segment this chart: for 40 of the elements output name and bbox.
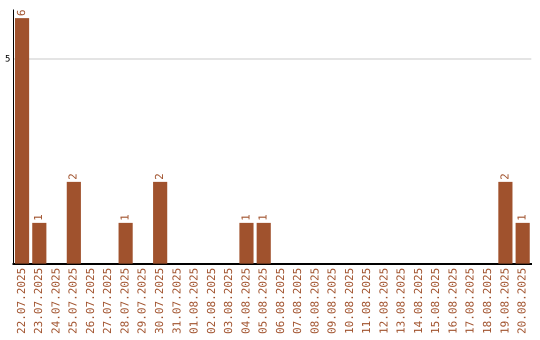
x-tick-label: 02.08.2025 xyxy=(204,268,218,334)
data-label: 2 xyxy=(66,173,80,180)
x-tick-label: 22.07.2025 xyxy=(14,268,28,334)
x-tick-label: 16.08.2025 xyxy=(446,268,460,334)
x-tick-label: 12.08.2025 xyxy=(377,268,390,334)
data-label: 2 xyxy=(153,173,166,180)
data-label: 1 xyxy=(118,214,132,221)
x-tick-label: 31.07.2025 xyxy=(170,268,184,334)
x-tick-label: 20.08.2025 xyxy=(516,268,529,334)
x-tick-label: 13.08.2025 xyxy=(394,268,408,334)
x-tick-label: 14.08.2025 xyxy=(412,268,425,334)
x-tick-label: 08.08.2025 xyxy=(308,268,322,334)
x-tick-label: 11.08.2025 xyxy=(360,268,374,334)
data-label: 2 xyxy=(498,173,512,180)
x-tick-label: 23.07.2025 xyxy=(32,268,46,334)
x-tick-label: 25.07.2025 xyxy=(66,268,80,334)
x-tick-label: 05.08.2025 xyxy=(256,268,270,334)
x-tick-label: 26.07.2025 xyxy=(84,268,97,334)
x-tick-label: 24.07.2025 xyxy=(49,268,62,334)
x-tick-label: 28.07.2025 xyxy=(118,268,132,334)
y-tick-label: 5 xyxy=(4,54,10,64)
data-label: 6 xyxy=(14,10,28,16)
x-tick-label: 09.08.2025 xyxy=(326,268,339,334)
x-tick-label: 19.08.2025 xyxy=(498,268,512,334)
x-tick-label: 01.08.2025 xyxy=(188,268,201,334)
x-tick-label: 03.08.2025 xyxy=(222,268,236,334)
x-tick-label: 30.07.2025 xyxy=(153,268,166,334)
x-tick-label: 07.08.2025 xyxy=(291,268,304,334)
data-label: 1 xyxy=(256,214,270,221)
x-tick-label: 06.08.2025 xyxy=(274,268,287,334)
x-tick-label: 29.07.2025 xyxy=(136,268,149,334)
x-tick-label: 18.08.2025 xyxy=(481,268,494,334)
data-label: 1 xyxy=(32,214,46,221)
x-tick-label: 17.08.2025 xyxy=(464,268,477,334)
x-tick-label: 10.08.2025 xyxy=(342,268,356,334)
data-label: 1 xyxy=(239,214,252,221)
x-tick-label: 04.08.2025 xyxy=(239,268,252,334)
x-tick-label: 15.08.2025 xyxy=(429,268,442,334)
data-label: 1 xyxy=(516,214,529,221)
x-tick-label: 27.07.2025 xyxy=(101,268,114,334)
